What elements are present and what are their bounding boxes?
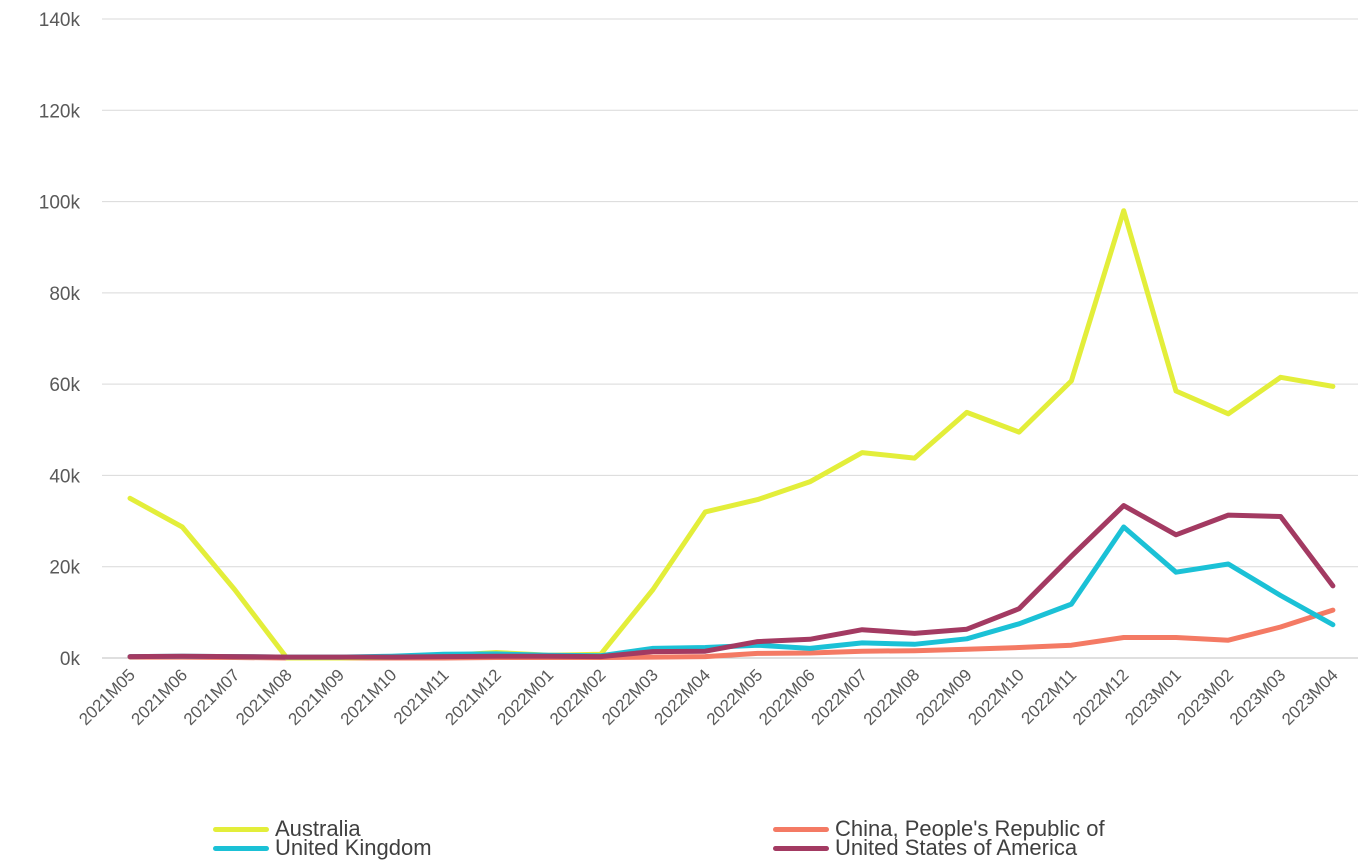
x-tick-label: 2023M01 (1121, 665, 1185, 729)
gridlines (102, 18, 1358, 659)
x-tick-label: 2021M06 (128, 665, 192, 729)
x-tick-label: 2021M12 (441, 665, 505, 729)
series-lines (127, 208, 1336, 661)
x-tick-label: 2022M09 (912, 665, 976, 729)
y-tick-label: 20k (49, 558, 80, 579)
x-tick-label: 2021M05 (75, 665, 139, 729)
x-tick-label: 2021M09 (284, 665, 348, 729)
x-tick-label: 2022M06 (755, 665, 819, 729)
y-axis: 0k 20k 40k 60k 80k 100k 120k 140k (39, 10, 81, 670)
x-tick-label: 2022M10 (964, 665, 1028, 729)
y-tick-label: 40k (49, 466, 80, 487)
x-tick-label: 2022M05 (703, 665, 767, 729)
x-tick-label: 2021M07 (180, 665, 244, 729)
x-tick-label: 2022M04 (651, 665, 715, 729)
y-tick-label: 60k (49, 375, 80, 396)
x-tick-label: 2022M08 (860, 665, 924, 729)
x-axis: 2021M052021M062021M072021M082021M092021M… (75, 665, 1341, 729)
x-tick-label: 2023M02 (1174, 665, 1238, 729)
x-tick-label: 2022M07 (807, 665, 871, 729)
x-tick-label: 2021M10 (337, 665, 401, 729)
y-tick-label: 80k (49, 284, 80, 305)
x-tick-label: 2021M08 (232, 665, 296, 729)
y-tick-label: 120k (39, 101, 81, 122)
y-tick-label: 140k (39, 10, 81, 31)
x-tick-label: 2022M12 (1069, 665, 1133, 729)
y-tick-label: 100k (39, 193, 81, 214)
series-line-australia (127, 208, 1336, 661)
x-tick-label: 2022M01 (494, 665, 558, 729)
x-tick-label: 2023M03 (1226, 665, 1290, 729)
series-line-china-people-s-republic-of (127, 607, 1336, 661)
x-tick-label: 2022M02 (546, 665, 610, 729)
x-tick-label: 2022M03 (598, 665, 662, 729)
x-tick-label: 2023M04 (1278, 665, 1342, 729)
y-tick-label: 0k (60, 649, 81, 670)
series-line-united-states-of-america (127, 503, 1336, 660)
